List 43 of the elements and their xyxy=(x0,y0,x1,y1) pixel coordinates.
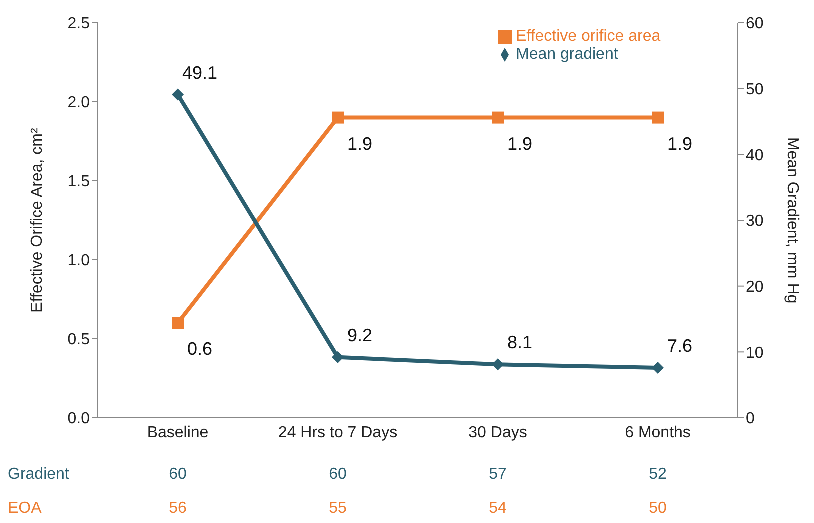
y-tick-label: 0.5 xyxy=(68,332,90,349)
y2-tick-label: 20 xyxy=(746,279,764,296)
text: 55 xyxy=(328,500,348,518)
point xyxy=(172,88,184,101)
legend-label: Effective orifice area xyxy=(516,28,661,45)
data-label: 7.6 xyxy=(667,336,693,356)
text: 60 xyxy=(328,466,348,484)
data-label: 1.9 xyxy=(347,134,373,154)
y2-tick-label: 0 xyxy=(746,410,755,428)
y2-tick-label: 60 xyxy=(746,16,764,33)
text: 56 xyxy=(168,500,188,518)
y2-axis-title: Mean Gradient, mm Hg xyxy=(784,137,801,304)
y2-tick-label: 40 xyxy=(746,147,764,164)
text: 54 xyxy=(488,500,508,518)
data-label: 1.9 xyxy=(507,134,533,154)
text: Gradient xyxy=(8,466,70,484)
x-tick-label: 30 Days xyxy=(468,424,528,442)
x-tick-label: 6 Months xyxy=(625,424,691,442)
point xyxy=(652,362,664,374)
text: EOA xyxy=(8,500,42,518)
y2-tick-label: 50 xyxy=(746,82,764,99)
x-tick-label: 24 Hrs to 7 Days xyxy=(278,424,398,442)
y2-tick-label: 30 xyxy=(746,213,764,230)
y-tick-label: 1.5 xyxy=(68,174,90,191)
y-tick-label: 0.0 xyxy=(68,410,90,428)
y-axis-title: Effective Orifice Area, cm² xyxy=(29,128,46,313)
text: 52 xyxy=(648,466,668,484)
text: 50 xyxy=(648,500,668,518)
text: 60 xyxy=(168,466,188,484)
y-tick-label: 2.5 xyxy=(68,16,90,33)
point xyxy=(332,351,344,364)
point xyxy=(492,358,504,371)
y2-tick-label: 10 xyxy=(746,344,764,362)
y-tick-label: 2.0 xyxy=(68,94,90,112)
legend-label: Mean gradient xyxy=(516,46,618,63)
data-label: 0.6 xyxy=(187,339,213,360)
data-label: 1.9 xyxy=(667,134,693,154)
data-label: 9.2 xyxy=(347,325,373,346)
data-label: 8.1 xyxy=(507,332,533,353)
x-tick-label: Baseline xyxy=(147,424,209,442)
data-label: 49.1 xyxy=(182,62,218,83)
text: 57 xyxy=(488,466,508,484)
y-tick-label: 1.0 xyxy=(68,252,90,270)
